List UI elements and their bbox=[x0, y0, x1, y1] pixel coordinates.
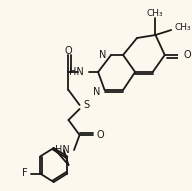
Text: CH₃: CH₃ bbox=[146, 9, 163, 18]
Text: O: O bbox=[183, 50, 191, 60]
Text: O: O bbox=[65, 46, 72, 56]
Text: HN: HN bbox=[69, 67, 83, 77]
Text: N: N bbox=[99, 50, 106, 60]
Text: HN: HN bbox=[55, 145, 70, 155]
Text: CH₃: CH₃ bbox=[175, 23, 192, 32]
Text: S: S bbox=[83, 100, 89, 110]
Text: N: N bbox=[93, 87, 100, 97]
Text: O: O bbox=[96, 130, 104, 140]
Text: F: F bbox=[22, 168, 28, 179]
